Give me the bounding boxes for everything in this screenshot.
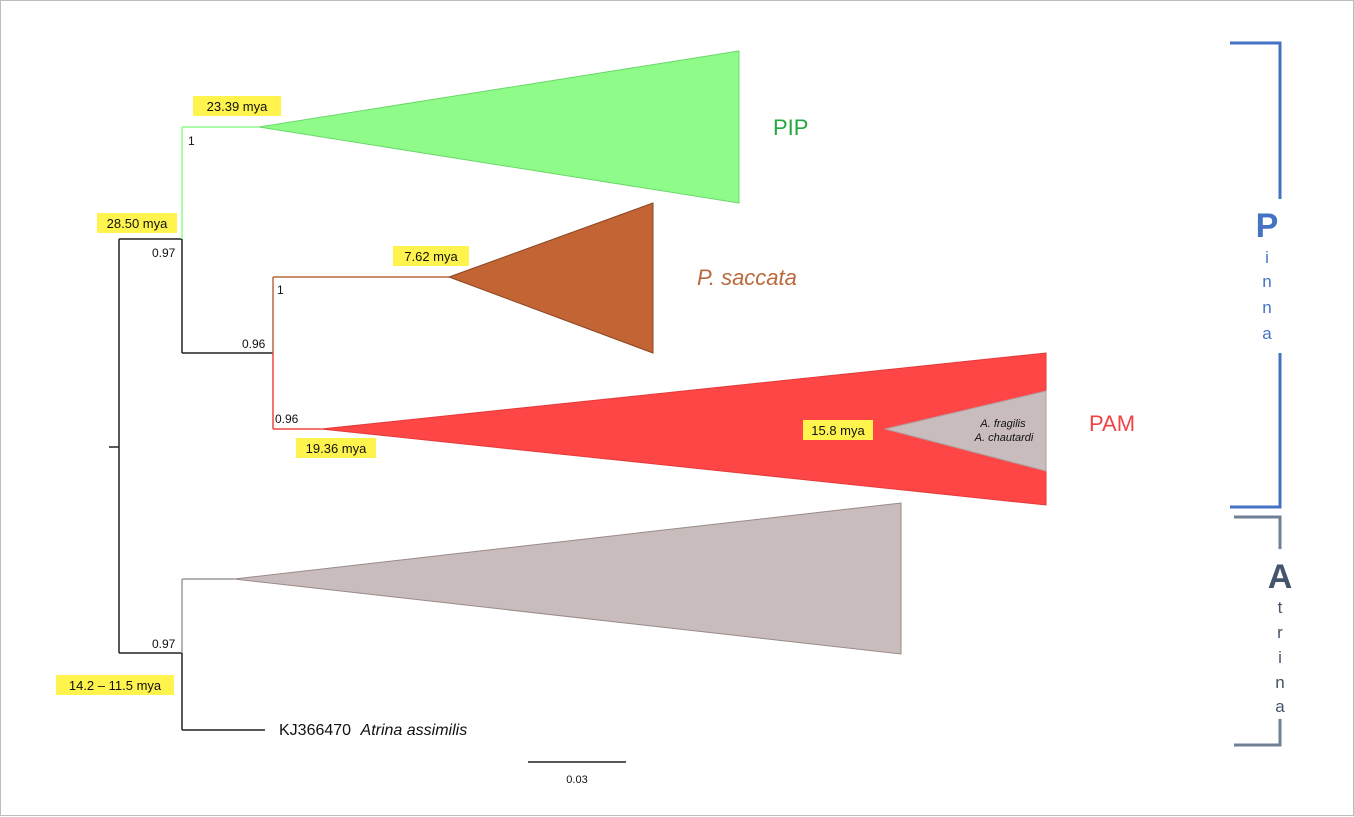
atrina-letter-3: i <box>1278 648 1282 667</box>
age-root: 14.2 – 11.5 mya <box>69 678 162 693</box>
age-fragilis: 15.8 mya <box>811 423 865 438</box>
age-pip: 23.39 mya <box>207 99 268 114</box>
atrina-bracket <box>1234 515 1282 747</box>
clade-label-pam: PAM <box>1089 411 1135 436</box>
atrina-initial: A <box>1268 558 1293 596</box>
support-pinna: 0.97 <box>152 246 176 260</box>
support-pam: 0.96 <box>275 412 299 426</box>
fragilis-label: A. fragilis <box>979 418 1026 430</box>
age-pinna: 28.50 mya <box>107 216 168 231</box>
age-highlight-pinna <box>97 213 177 233</box>
support-inner: 0.96 <box>242 337 266 351</box>
age-highlight-pam <box>296 438 376 458</box>
age-highlight-fragilis <box>803 420 873 440</box>
pinna-letter-1: i <box>1265 248 1269 267</box>
age-highlight-root <box>56 675 174 695</box>
clade-saccata-triangle <box>447 202 654 354</box>
clade-atrina-triangle <box>233 502 902 655</box>
atrina-letter-4: n <box>1275 673 1284 692</box>
taxon-accession: KJ366470 <box>279 722 351 739</box>
pinna-bracket-top <box>1230 41 1282 199</box>
age-highlight-pip <box>193 96 281 116</box>
age-pam: 19.36 mya <box>306 441 367 456</box>
atrina-letter-2: r <box>1277 623 1283 642</box>
pinna-letter-3: n <box>1262 298 1271 317</box>
age-saccata: 7.62 mya <box>404 249 458 264</box>
support-atrina: 0.97 <box>152 637 176 651</box>
clade-label-pip: PIP <box>773 115 808 140</box>
support-pip: 1 <box>188 134 195 148</box>
tree-branches <box>109 126 449 731</box>
clade-label-saccata: P. saccata <box>697 265 797 290</box>
taxon-species: Atrina assimilis <box>360 722 468 739</box>
pinna-letter-2: n <box>1262 272 1271 291</box>
atrina-letter-5: a <box>1275 697 1285 716</box>
clade-pip-triangle <box>258 50 740 204</box>
pinna-bracket-bottom <box>1230 353 1282 509</box>
taxon-label: KJ366470 Atrina assimilis <box>279 722 467 739</box>
atrina-bracket-bottom <box>1234 719 1282 747</box>
pinna-letter-4: a <box>1262 324 1272 343</box>
atrina-bracket-top <box>1234 515 1282 549</box>
chautardi-label: A. chautardi <box>974 432 1034 444</box>
pinna-bracket <box>1230 41 1282 509</box>
support-saccata: 1 <box>277 283 284 297</box>
scale-bar-label: 0.03 <box>566 774 587 786</box>
clade-fragilis-triangle <box>884 390 1047 472</box>
age-highlight-saccata <box>393 246 469 266</box>
pinna-initial: P <box>1256 207 1279 245</box>
atrina-letter-1: t <box>1278 598 1283 617</box>
